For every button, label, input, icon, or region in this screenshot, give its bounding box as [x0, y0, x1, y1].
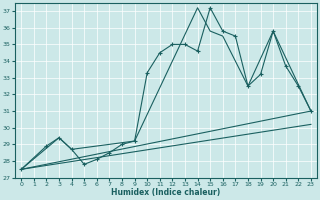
X-axis label: Humidex (Indice chaleur): Humidex (Indice chaleur)	[111, 188, 221, 197]
